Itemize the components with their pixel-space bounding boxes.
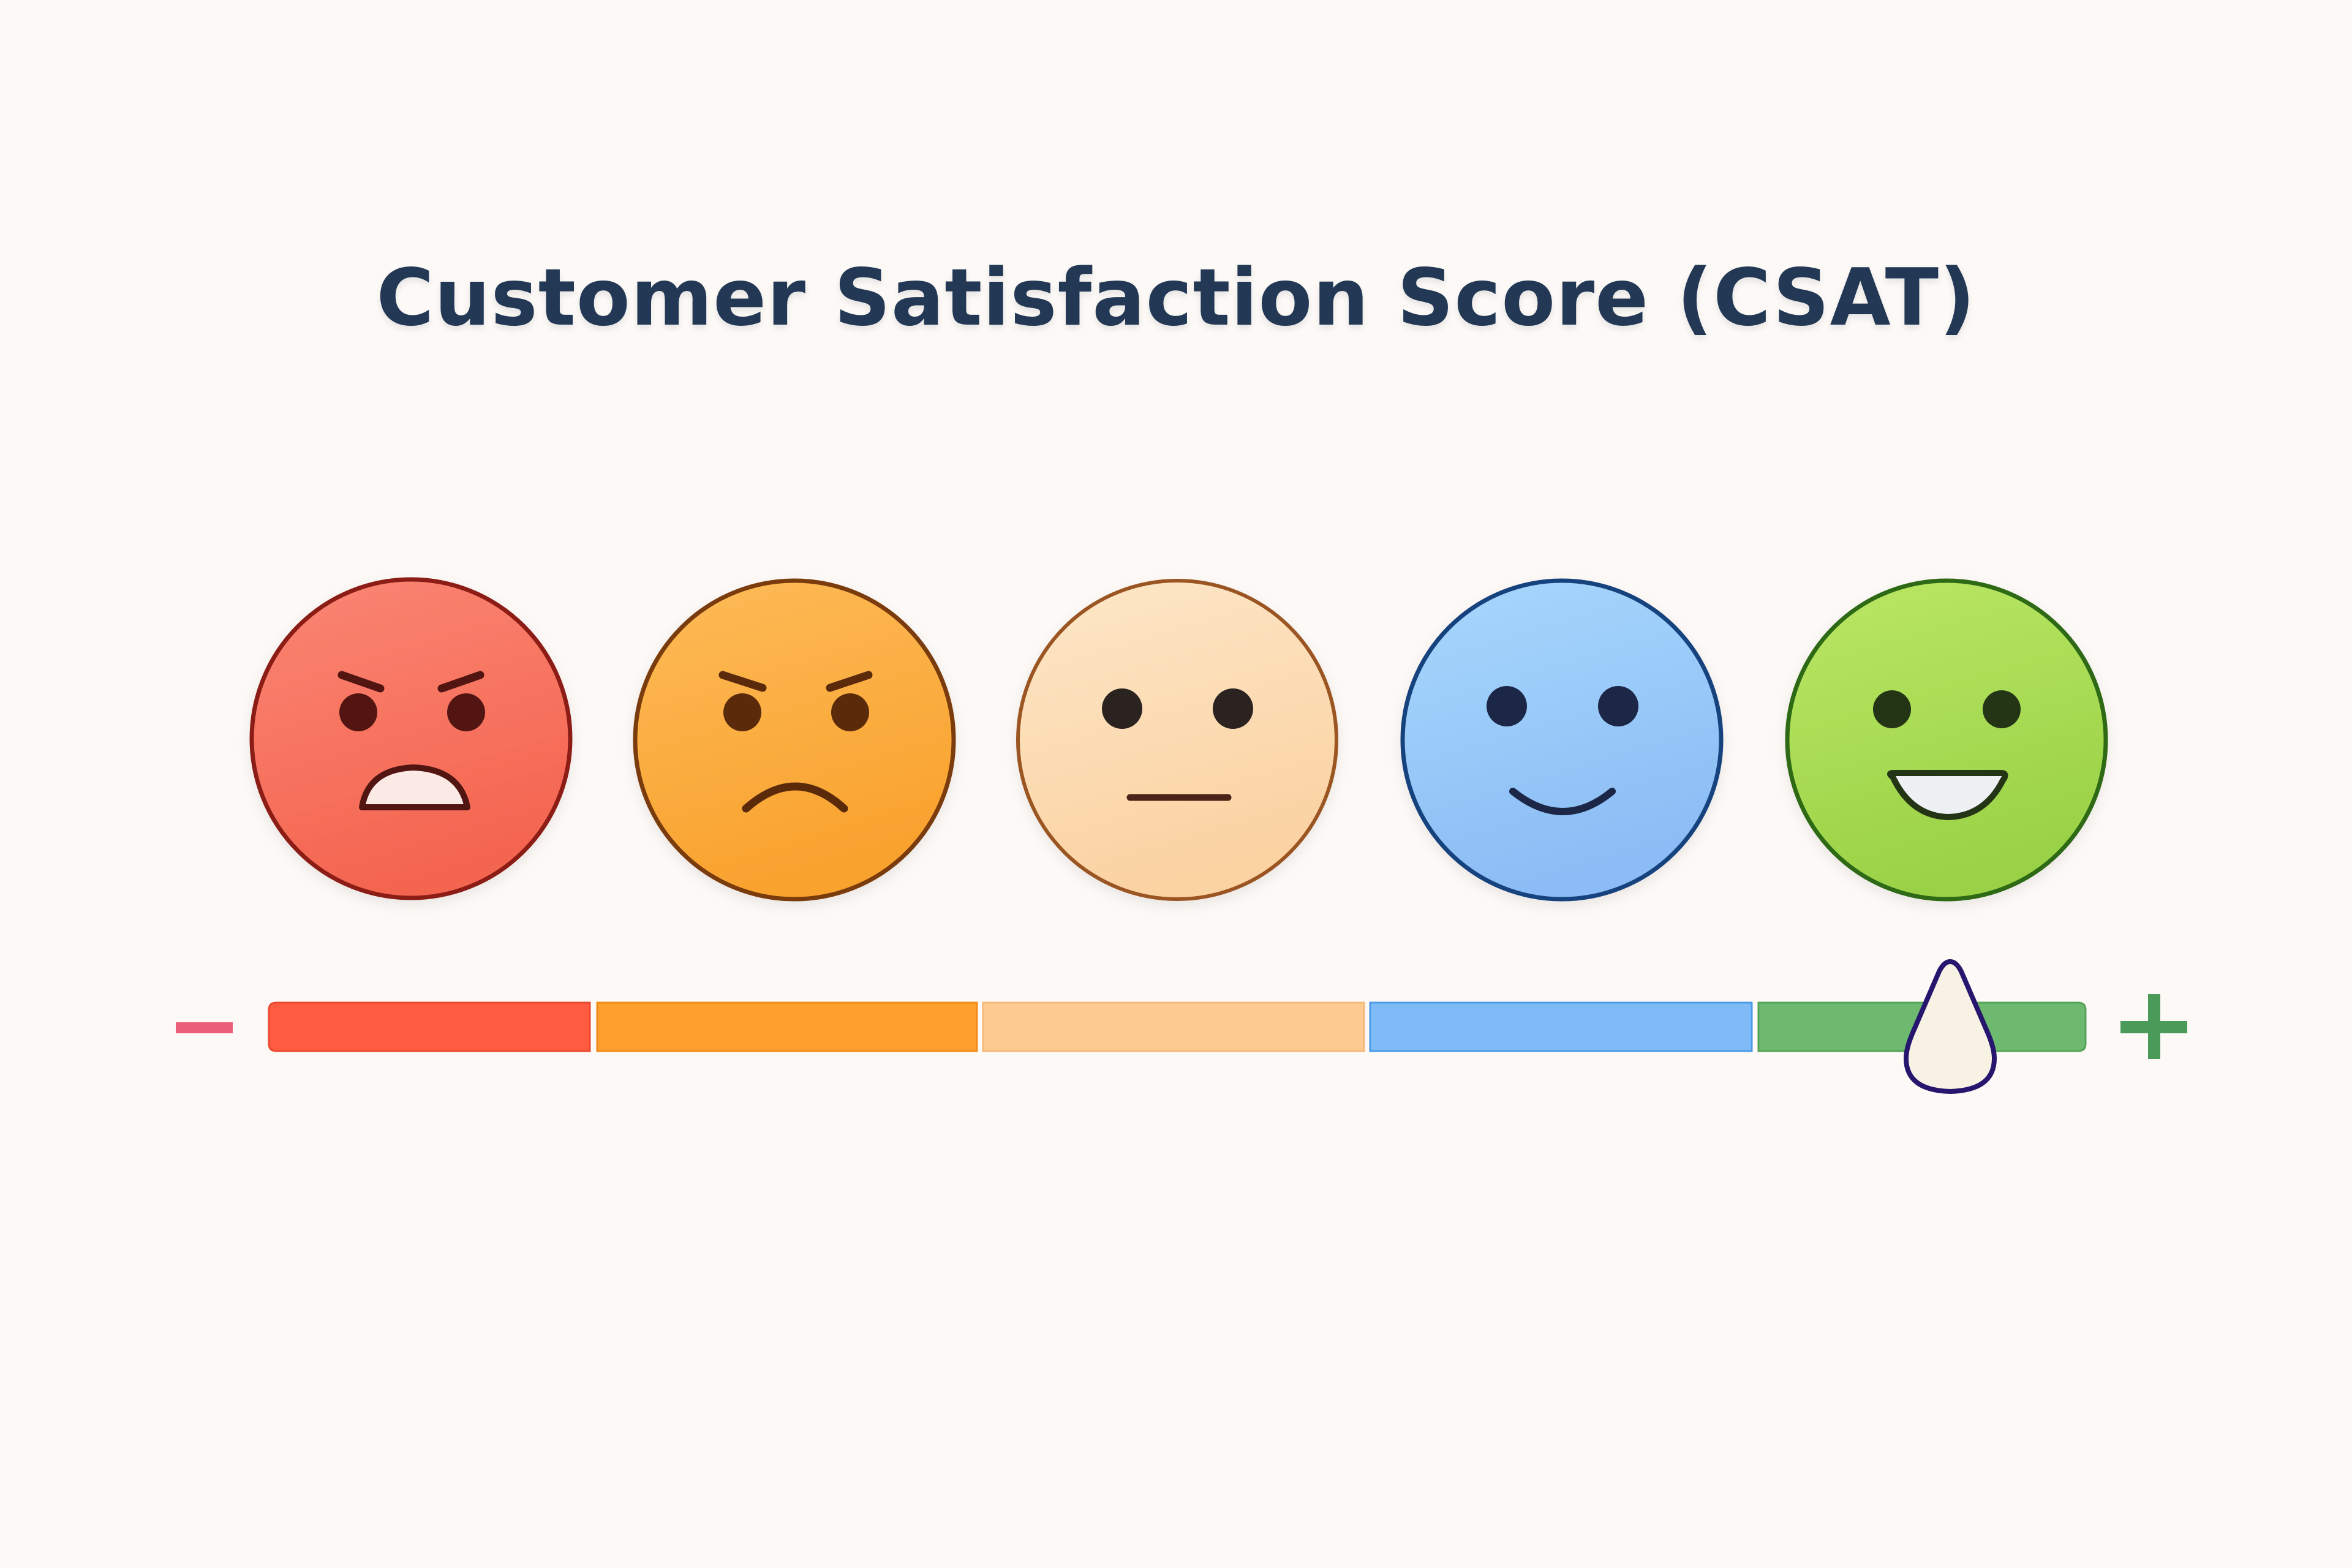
left-eye-icon (723, 693, 761, 731)
page-title: Customer Satisfaction Score (CSAT) (376, 252, 1976, 344)
minus-icon[interactable] (176, 1022, 233, 1033)
frown-mouth-icon (742, 782, 848, 813)
right-eye-icon (831, 693, 869, 731)
plus-icon[interactable] (2120, 994, 2187, 1059)
track-segment-3-neutral[interactable] (982, 1001, 1365, 1052)
csat-slider[interactable] (176, 959, 2187, 1094)
rating-face-neutral[interactable] (1016, 579, 1338, 901)
plus-vertical-bar (2148, 994, 2160, 1059)
grin-mouth-icon (1887, 770, 2008, 820)
left-eye-icon (339, 693, 377, 731)
face-circle (1785, 578, 2108, 902)
rating-face-very-dissatisfied[interactable] (249, 577, 573, 900)
rating-face-dissatisfied[interactable] (633, 578, 956, 902)
right-eye-icon (447, 693, 485, 731)
track-segment-4-satisfied[interactable] (1369, 1001, 1753, 1052)
left-eye-icon (1487, 686, 1527, 726)
face-circle (633, 578, 956, 902)
rating-face-very-satisfied[interactable] (1785, 578, 2108, 902)
track-segment-2-dissatisfied[interactable] (596, 1001, 978, 1052)
slider-thumb[interactable] (1904, 959, 1997, 1094)
left-eye-icon (1873, 690, 1911, 728)
right-eye-icon (1598, 686, 1638, 726)
track-segment-1-very-dissatisfied[interactable] (268, 1001, 591, 1052)
open-mouth-icon (359, 764, 470, 810)
rating-face-satisfied[interactable] (1400, 578, 1724, 902)
face-circle (1016, 579, 1338, 901)
left-eyebrow-icon (337, 671, 385, 693)
right-eyebrow-icon (437, 671, 484, 693)
right-eye-icon (1983, 690, 2021, 728)
face-circle (249, 577, 573, 900)
face-circle (1400, 578, 1724, 902)
smile-mouth-icon (1509, 788, 1616, 815)
left-eyebrow-icon (718, 671, 767, 692)
left-eye-icon (1102, 688, 1142, 729)
right-eyebrow-icon (826, 671, 873, 692)
right-eye-icon (1213, 688, 1253, 729)
slider-track[interactable] (268, 1001, 2087, 1052)
